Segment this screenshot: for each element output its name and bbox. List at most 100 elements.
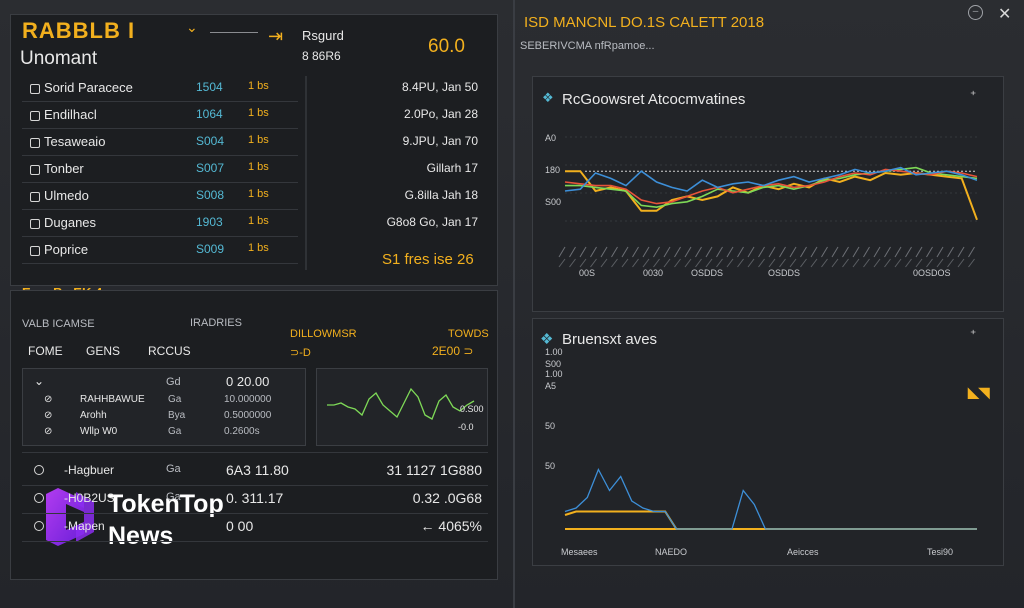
trade-name: -Hagbuer	[64, 463, 115, 477]
chart-1-x-hatch	[831, 246, 839, 258]
list-item-value: 1064	[196, 107, 223, 121]
mini-chart-label2: -0.0	[458, 422, 474, 432]
column-separator	[305, 76, 307, 270]
list-item-qty: 1 bs	[248, 107, 269, 119]
trade-icon	[34, 465, 44, 475]
top-panel	[10, 14, 498, 286]
chart-1-x-hatch	[852, 258, 860, 268]
trade-val: 0. 311.17	[226, 490, 284, 506]
chart-1-x-hatch	[810, 258, 818, 268]
row-separator	[22, 155, 298, 156]
trade-separator	[22, 513, 488, 514]
trade-separator	[22, 541, 488, 542]
orders-right-val1: ⊃-D	[290, 347, 311, 359]
chart-1-x-hatch	[558, 246, 566, 258]
chart-1-x-hatch	[758, 258, 765, 268]
order-row-col: Ga	[168, 426, 182, 437]
chart-1-x-hatch	[674, 246, 681, 258]
row-separator	[22, 236, 298, 237]
mini-chart	[316, 368, 488, 446]
chart-1-x-hatch	[842, 258, 849, 268]
chart-1-x-hatch	[758, 246, 765, 258]
minimize-icon[interactable]: –	[968, 5, 983, 20]
row-separator	[22, 101, 298, 102]
list-item-right: 8.4PU, Jan 50	[401, 80, 478, 94]
chart-2-x-tick: Aeicces	[787, 547, 819, 557]
order-row-name: RAHHBAWUE	[80, 394, 145, 405]
row-icon	[30, 84, 40, 94]
tab-gems[interactable]: GENS	[86, 344, 121, 358]
orders-header-left: VALB ICAMSE	[22, 318, 95, 330]
trade-right: 31 1127 1G880	[386, 462, 483, 478]
chart-1-x-hatch	[590, 246, 597, 258]
chart-1-x-hatch	[705, 246, 713, 258]
chart-1-x-hatch	[915, 246, 923, 258]
list-item-name: Endilhacl	[44, 107, 97, 122]
chart-1-x-hatch	[611, 246, 618, 258]
chart-2-x-tick: Mesaees	[561, 547, 598, 557]
chart-1-x-hatch	[747, 258, 755, 268]
chart-1-x-hatch	[590, 258, 597, 268]
app-title: RABBLB I	[22, 18, 136, 43]
login-arrow-icon[interactable]: ⇥	[268, 26, 284, 46]
chart-2-x-tick: NAEDO	[655, 547, 687, 557]
chart-1-x-hatch	[747, 246, 755, 258]
order-row-col: Bya	[168, 410, 186, 421]
trade-col: Ga	[166, 463, 181, 475]
list-item-name: Duganes	[44, 215, 97, 230]
order-row-icon: ⊘	[44, 410, 53, 421]
section-title: Unomant	[20, 48, 98, 69]
tab-focus[interactable]: RCCUS	[148, 344, 191, 358]
chart-2-menu-icon[interactable]: ⁺	[970, 327, 977, 341]
close-icon[interactable]: ✕	[998, 6, 1012, 23]
row-icon	[30, 246, 40, 256]
list-item-qty: 1 bs	[248, 161, 269, 173]
chart-1-x-hatch	[894, 246, 902, 258]
chevron-down-icon[interactable]: ⌄	[186, 19, 198, 35]
chart-1-x-hatch	[768, 246, 776, 258]
chart-2-y-tick: A5	[545, 381, 556, 391]
row-separator	[22, 128, 298, 129]
chart-2-badge-icon: ◣◥	[968, 384, 990, 400]
chart-1-x-hatch	[842, 246, 849, 258]
chart-1-x-hatch	[810, 246, 818, 258]
chart-1-x-hatch	[768, 258, 776, 268]
right-header-title: ISD MANCNL DO.1S CALETT 2018	[524, 14, 765, 31]
diamond-icon: ❖	[542, 90, 554, 105]
chart-1-x-tick: OSDDS	[691, 268, 723, 278]
chart-1-x-hatch	[831, 258, 839, 268]
chart-1-x-hatch	[800, 246, 807, 258]
chart-1-x-tick: 0OSDOS	[913, 268, 951, 278]
chart-1-x-hatch	[579, 246, 587, 258]
chart-1-x-hatch	[800, 258, 807, 268]
chart-1-x-hatch	[705, 258, 713, 268]
chart-1-series-line	[564, 168, 978, 205]
chart-1-x-hatch	[642, 258, 650, 268]
chart-1-x-hatch	[821, 246, 828, 258]
list-item-qty: 1 bs	[248, 80, 269, 92]
chart-1-x-hatch	[926, 258, 933, 268]
tab-home[interactable]: FOME	[28, 344, 63, 358]
chart-1-x-hatch	[947, 258, 954, 268]
row-icon	[30, 219, 40, 229]
split-divider[interactable]	[513, 0, 515, 608]
chart-2-y-tick: 1.00	[545, 369, 563, 379]
list-item-name: Poprice	[44, 242, 89, 257]
list-item-value: S009	[196, 242, 225, 256]
chart-1-menu-icon[interactable]: ⁺	[970, 88, 977, 102]
chart-1-x-tick: OSDDS	[768, 268, 800, 278]
row-icon	[30, 165, 40, 175]
list-item-right: 9.JPU, Jan 70	[402, 134, 478, 148]
chart-1-x-hatch	[737, 246, 744, 258]
trade-col: Ga	[166, 491, 181, 503]
list-item-right: G.8illa Jah 18	[404, 188, 478, 202]
chart-1-svg: A0 180 S00 00S 0030 OSDDS OSDDS 0OSDOS	[545, 133, 978, 278]
chart-1-x-hatch	[957, 246, 965, 258]
chart-1-x-hatch	[653, 246, 660, 258]
chart-1-y-tick: S00	[545, 197, 561, 207]
trade-name: -H0B2US	[64, 491, 115, 505]
chart-1-x-hatch	[936, 246, 944, 258]
order-row-col: Ga	[168, 394, 182, 405]
chart-2-y-tick: 1.00	[545, 347, 563, 357]
chart-2-x-tick: Tesi90	[927, 547, 953, 557]
